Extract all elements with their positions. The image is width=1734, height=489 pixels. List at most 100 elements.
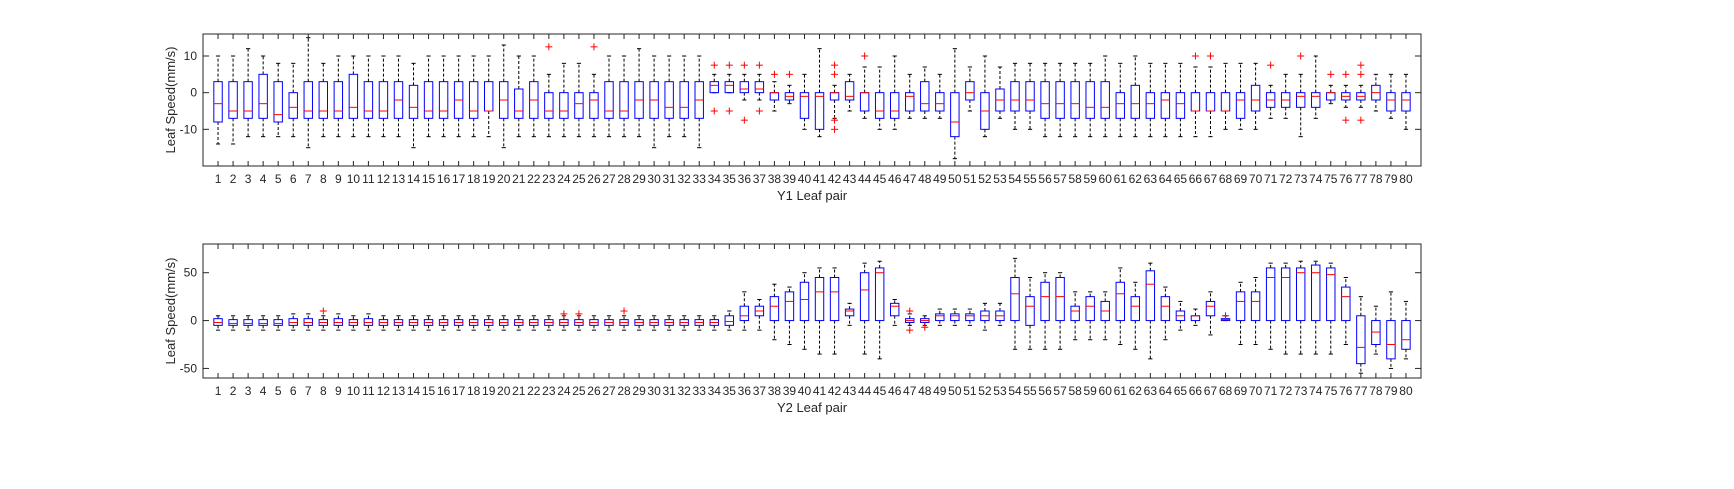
x-tick-label: 17 (452, 384, 466, 398)
x-tick-label: 21 (512, 384, 526, 398)
box-73 (1295, 260, 1306, 355)
iqr-box (709, 81, 719, 94)
box-11 (363, 313, 374, 331)
iqr-box (754, 81, 765, 94)
iqr-box (724, 315, 735, 326)
x-tick-label: 51 (963, 384, 977, 398)
box-8 (318, 307, 329, 331)
iqr-box (935, 92, 945, 112)
iqr-box (243, 81, 253, 119)
x-tick-label: 41 (813, 172, 827, 186)
x-tick-label: 33 (693, 172, 707, 186)
box-3 (243, 315, 253, 331)
box-70 (1250, 62, 1261, 130)
x-tick-label: 9 (335, 172, 342, 186)
box-59 (1085, 62, 1095, 138)
iqr-box (1205, 300, 1216, 317)
iqr-box (544, 92, 554, 119)
iqr-box (1341, 286, 1351, 322)
x-tick-label: 62 (1129, 384, 1143, 398)
x-tick-label: 77 (1354, 384, 1368, 398)
iqr-box (814, 92, 825, 130)
iqr-box (1010, 81, 1020, 112)
iqr-box (1115, 92, 1125, 119)
box-26 (589, 43, 599, 138)
iqr-box (724, 81, 735, 94)
iqr-box (889, 92, 900, 119)
box-16 (438, 55, 449, 138)
iqr-box (1130, 296, 1141, 322)
iqr-box (920, 81, 930, 112)
box-19 (483, 55, 494, 138)
box-34 (709, 61, 719, 115)
iqr-box (1100, 81, 1110, 119)
box-27 (604, 55, 614, 138)
x-tick-label: 1 (215, 384, 222, 398)
x-tick-label: 34 (708, 172, 722, 186)
box-28 (619, 55, 629, 138)
box-78 (1371, 73, 1381, 112)
box-1 (213, 55, 223, 145)
iqr-box (1295, 267, 1306, 322)
x-tick-label: 35 (723, 172, 737, 186)
x-tick-label: 34 (708, 384, 722, 398)
x-tick-label: 73 (1294, 384, 1308, 398)
box-12 (378, 315, 389, 331)
box-40 (799, 73, 810, 130)
x-tick-label: 22 (527, 384, 541, 398)
x-tick-label: 69 (1234, 172, 1248, 186)
x-tick-label: 36 (738, 384, 752, 398)
iqr-box (814, 277, 825, 322)
x-tick-label: 18 (467, 172, 481, 186)
box-14 (408, 62, 419, 149)
iqr-box (1311, 92, 1321, 108)
box-58 (1070, 291, 1080, 341)
box-61 (1115, 62, 1125, 138)
iqr-box (1040, 281, 1050, 322)
x-tick-label: 7 (305, 172, 312, 186)
box-6 (288, 313, 298, 331)
x-tick-label: 39 (783, 384, 797, 398)
box-23 (544, 43, 554, 138)
box-18 (468, 55, 479, 138)
x-tick-label: 67 (1204, 384, 1218, 398)
box-79 (1386, 291, 1396, 369)
x-tick-label: 31 (662, 172, 676, 186)
iqr-box (799, 281, 810, 322)
box-28 (619, 307, 629, 331)
box-25 (574, 62, 584, 138)
x-tick-label: 79 (1384, 384, 1398, 398)
x-tick-label: 65 (1174, 172, 1188, 186)
iqr-box (1265, 267, 1276, 322)
iqr-box (1250, 291, 1261, 322)
iqr-box (1070, 81, 1080, 119)
x-tick-label: 61 (1114, 172, 1128, 186)
box-14 (408, 315, 419, 331)
x-tick-label: 3 (245, 172, 252, 186)
iqr-box (874, 267, 885, 322)
iqr-box (1401, 92, 1411, 112)
iqr-box (589, 92, 599, 119)
box-71 (1265, 262, 1276, 350)
iqr-box (829, 277, 840, 322)
y1-axes-frame (202, 33, 1422, 167)
iqr-box (1040, 81, 1050, 119)
x-tick-label: 73 (1294, 172, 1308, 186)
iqr-box (378, 81, 389, 119)
iqr-box (438, 81, 449, 119)
box-45 (874, 260, 885, 360)
iqr-box (1295, 92, 1306, 108)
box-40 (799, 272, 810, 350)
x-tick-label: 49 (933, 172, 947, 186)
iqr-box (514, 88, 524, 119)
x-tick-label: 70 (1249, 172, 1263, 186)
x-tick-label: 28 (617, 172, 631, 186)
box-25 (574, 310, 584, 331)
x-tick-label: 20 (497, 172, 511, 186)
x-tick-label: 1 (215, 172, 222, 186)
box-73 (1295, 52, 1306, 138)
box-10 (348, 315, 359, 331)
x-tick-label: 12 (377, 172, 391, 186)
x-tick-label: 76 (1339, 384, 1353, 398)
x-tick-label: 51 (963, 172, 977, 186)
